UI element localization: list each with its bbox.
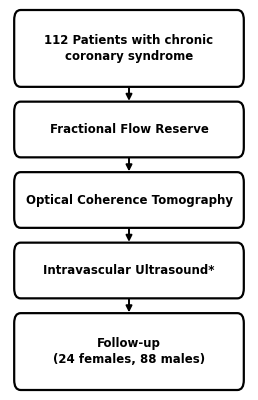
FancyBboxPatch shape xyxy=(14,10,244,87)
FancyBboxPatch shape xyxy=(14,313,244,390)
Text: Optical Coherence Tomography: Optical Coherence Tomography xyxy=(26,194,232,206)
FancyBboxPatch shape xyxy=(14,102,244,157)
Text: Fractional Flow Reserve: Fractional Flow Reserve xyxy=(50,123,208,136)
Text: Intravascular Ultrasound*: Intravascular Ultrasound* xyxy=(43,264,215,277)
FancyBboxPatch shape xyxy=(14,243,244,298)
Text: Follow-up
(24 females, 88 males): Follow-up (24 females, 88 males) xyxy=(53,337,205,366)
Text: 112 Patients with chronic
coronary syndrome: 112 Patients with chronic coronary syndr… xyxy=(44,34,214,63)
FancyBboxPatch shape xyxy=(14,172,244,228)
